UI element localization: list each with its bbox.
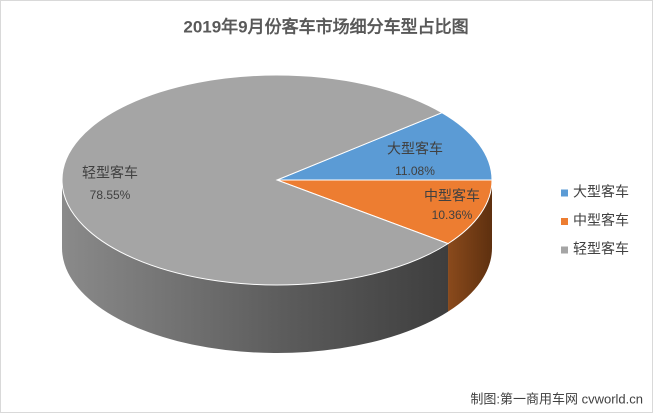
pie-slice	[276, 179, 493, 245]
pie-side	[448, 180, 492, 312]
legend-swatch	[561, 218, 568, 225]
legend-label: 大型客车	[573, 184, 629, 200]
legend-swatch	[561, 189, 568, 197]
legend-label: 轻型客车	[573, 241, 629, 257]
slice-value-label: 78.55%	[90, 188, 131, 202]
slice-category-label: 大型客车	[387, 141, 443, 157]
slice-value-label: 11.08%	[395, 164, 435, 178]
slice-category-label: 轻型客车	[82, 165, 138, 181]
pie-side	[62, 180, 449, 354]
slice-category-label: 中型客车	[424, 188, 480, 204]
pie-slice	[61, 74, 450, 286]
legend-label: 中型客车	[573, 212, 629, 228]
slice-value-label: 10.36%	[432, 208, 473, 222]
source: 制图:第一商用车网 cvworld.cn	[470, 391, 643, 406]
pie-slice	[276, 112, 493, 181]
chart-title: 2019年9月份客车市场细分车型占比图	[183, 16, 468, 36]
legend-swatch	[561, 246, 568, 254]
